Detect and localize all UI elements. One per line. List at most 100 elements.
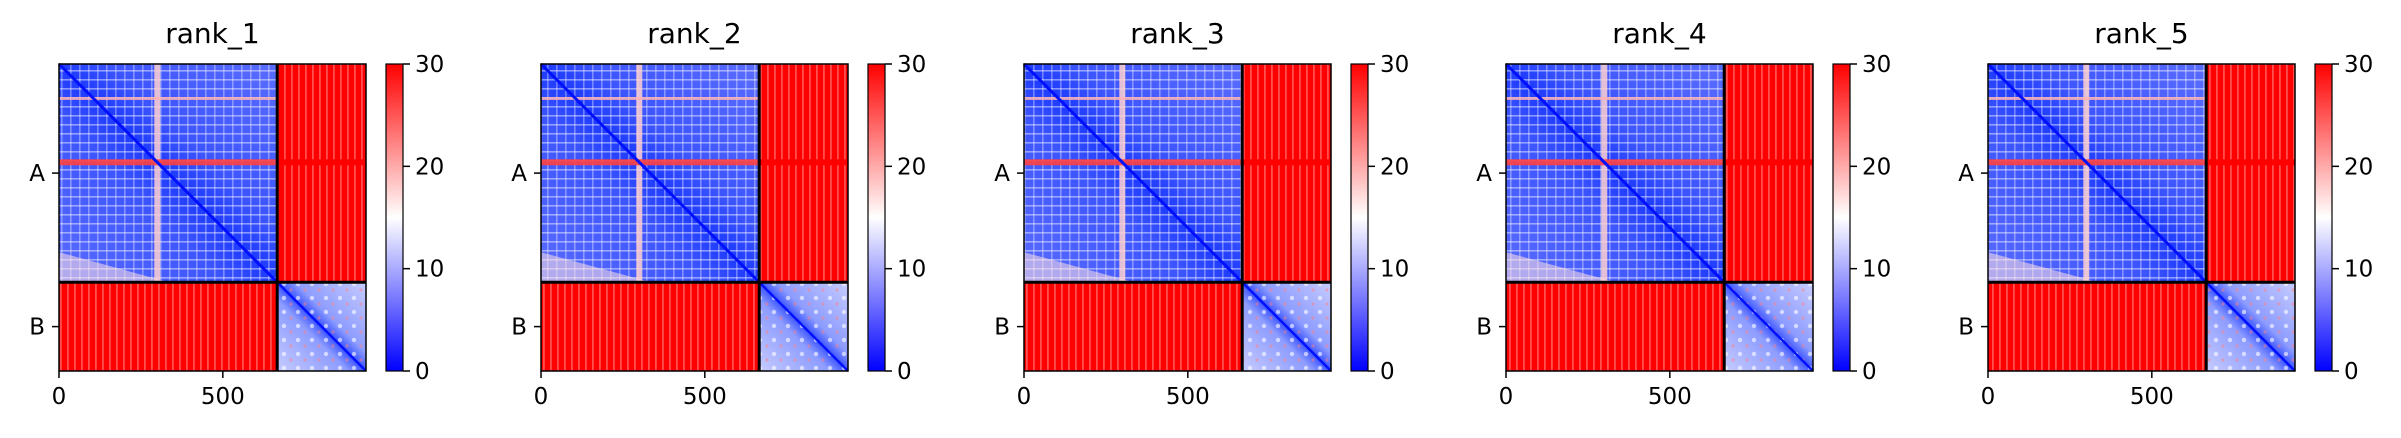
block-a-b-band xyxy=(1724,159,1813,166)
colorbar: 0 10 20 30 xyxy=(1350,52,1409,385)
block-a-b-band xyxy=(277,159,366,166)
block-a-a-corner xyxy=(541,252,651,283)
domain-boundary-h2 xyxy=(1988,97,2207,100)
block-b-b-diagonal xyxy=(276,281,367,372)
domain-boundary-h2 xyxy=(1506,97,1725,100)
colorbar-tick-label: 10 xyxy=(1862,257,1891,283)
colorbar-tick-label: 30 xyxy=(1380,52,1409,78)
y-tick-label: B xyxy=(994,315,1010,341)
panel-3: rank_3 0 500 A B 0 10 20 30 xyxy=(994,17,1409,410)
block-b-b-diagonal xyxy=(1241,281,1332,372)
colorbar-gradient xyxy=(1833,64,1850,371)
block-a-b-band xyxy=(1242,159,1331,166)
heatmap xyxy=(1504,62,1814,372)
block-a-a-diagonal xyxy=(57,62,279,284)
block-a-a-diagonal xyxy=(1022,62,1244,284)
domain-boundary-v xyxy=(1601,64,1608,283)
colorbar-gradient xyxy=(1351,64,1368,371)
colorbar: 0 10 20 30 xyxy=(385,52,444,385)
colorbar-tick-label: 10 xyxy=(897,257,926,283)
block-b-b-diagonal xyxy=(2205,281,2296,372)
colorbar-tick-label: 0 xyxy=(897,359,912,385)
block-a-b-texture xyxy=(1724,64,1813,283)
colorbar-tick-label: 20 xyxy=(897,154,926,180)
block-b-a-texture xyxy=(1024,282,1243,371)
colorbar: 0 10 20 30 xyxy=(2314,52,2373,385)
block-a-b-texture xyxy=(759,64,848,283)
domain-boundary-v xyxy=(154,64,161,283)
domain-boundary-v xyxy=(1119,64,1126,283)
heatmap xyxy=(539,62,849,372)
colorbar-tick-label: 20 xyxy=(2344,154,2373,180)
block-a-a-diagonal xyxy=(1986,62,2208,284)
x-tick-label: 0 xyxy=(1981,384,1996,410)
plot-frame xyxy=(1505,63,1814,372)
colorbar-tick-label: 30 xyxy=(1862,52,1891,78)
y-tick-label: A xyxy=(994,161,1010,187)
y-tick-label: A xyxy=(1958,161,1974,187)
block-a-b-texture xyxy=(2206,64,2295,283)
colorbar-gradient xyxy=(2315,64,2332,371)
block-a-b-texture xyxy=(277,64,366,283)
colorbar-tick-label: 10 xyxy=(1380,257,1409,283)
block-a-a-diagonal xyxy=(1504,62,1726,284)
block-a-a-corner xyxy=(1988,252,2098,283)
colorbar-tick-label: 30 xyxy=(415,52,444,78)
domain-boundary-v xyxy=(636,64,643,283)
colorbar: 0 10 20 30 xyxy=(1832,52,1891,385)
colorbar-frame xyxy=(2314,63,2333,372)
heatmap xyxy=(1022,62,1332,372)
block-a-a-corner xyxy=(1024,252,1134,283)
x-tick-label: 500 xyxy=(2130,384,2174,410)
y-tick-label: B xyxy=(29,315,45,341)
block-a-b-texture xyxy=(1242,64,1331,283)
y-tick-label: B xyxy=(1958,315,1974,341)
y-tick-label: A xyxy=(29,161,45,187)
plot-frame xyxy=(1987,63,2296,372)
colorbar-gradient xyxy=(868,64,885,371)
block-b-a-texture xyxy=(541,282,760,371)
domain-boundary-h xyxy=(541,159,760,166)
block-a-a-diagonal xyxy=(539,62,761,284)
colorbar-tick-label: 10 xyxy=(415,257,444,283)
colorbar-frame xyxy=(1832,63,1851,372)
panel-4: rank_4 0 500 A B 0 10 20 30 xyxy=(1476,17,1891,410)
colorbar-tick-label: 20 xyxy=(415,154,444,180)
colorbar-frame xyxy=(1350,63,1369,372)
colorbar-tick-label: 0 xyxy=(415,359,430,385)
domain-boundary-h2 xyxy=(1024,97,1243,100)
domain-boundary-h2 xyxy=(59,97,278,100)
domain-boundary-h xyxy=(1024,159,1243,166)
colorbar-gradient xyxy=(386,64,403,371)
block-a-b-band xyxy=(759,159,848,166)
colorbar-tick-label: 20 xyxy=(1380,154,1409,180)
domain-boundary-h xyxy=(59,159,278,166)
x-tick-label: 0 xyxy=(534,384,549,410)
colorbar-tick-label: 10 xyxy=(2344,257,2373,283)
x-tick-label: 500 xyxy=(201,384,245,410)
x-tick-label: 500 xyxy=(1648,384,1692,410)
panel-title: rank_1 xyxy=(165,17,259,50)
panel-title: rank_5 xyxy=(2094,17,2188,50)
plot-frame xyxy=(1023,63,1332,372)
colorbar-tick-label: 0 xyxy=(2344,359,2359,385)
panel-title: rank_4 xyxy=(1612,17,1706,50)
heatmap xyxy=(1986,62,2296,372)
colorbar-frame xyxy=(867,63,886,372)
domain-boundary-h xyxy=(1988,159,2207,166)
block-b-a-texture xyxy=(1988,282,2207,371)
colorbar-tick-label: 20 xyxy=(1862,154,1891,180)
block-b-a-texture xyxy=(1506,282,1725,371)
panel-5: rank_5 0 500 A B 0 10 20 30 xyxy=(1958,17,2373,410)
colorbar: 0 10 20 30 xyxy=(867,52,926,385)
block-b-a-texture xyxy=(59,282,278,371)
block-b-b-diagonal xyxy=(1723,281,1814,372)
x-tick-label: 0 xyxy=(1499,384,1514,410)
colorbar-frame xyxy=(385,63,404,372)
colorbar-tick-label: 30 xyxy=(897,52,926,78)
block-a-a-corner xyxy=(1506,252,1616,283)
panel-2: rank_2 0 500 A B 0 10 20 30 xyxy=(511,17,926,410)
plot-frame xyxy=(540,63,849,372)
x-tick-label: 500 xyxy=(1166,384,1210,410)
